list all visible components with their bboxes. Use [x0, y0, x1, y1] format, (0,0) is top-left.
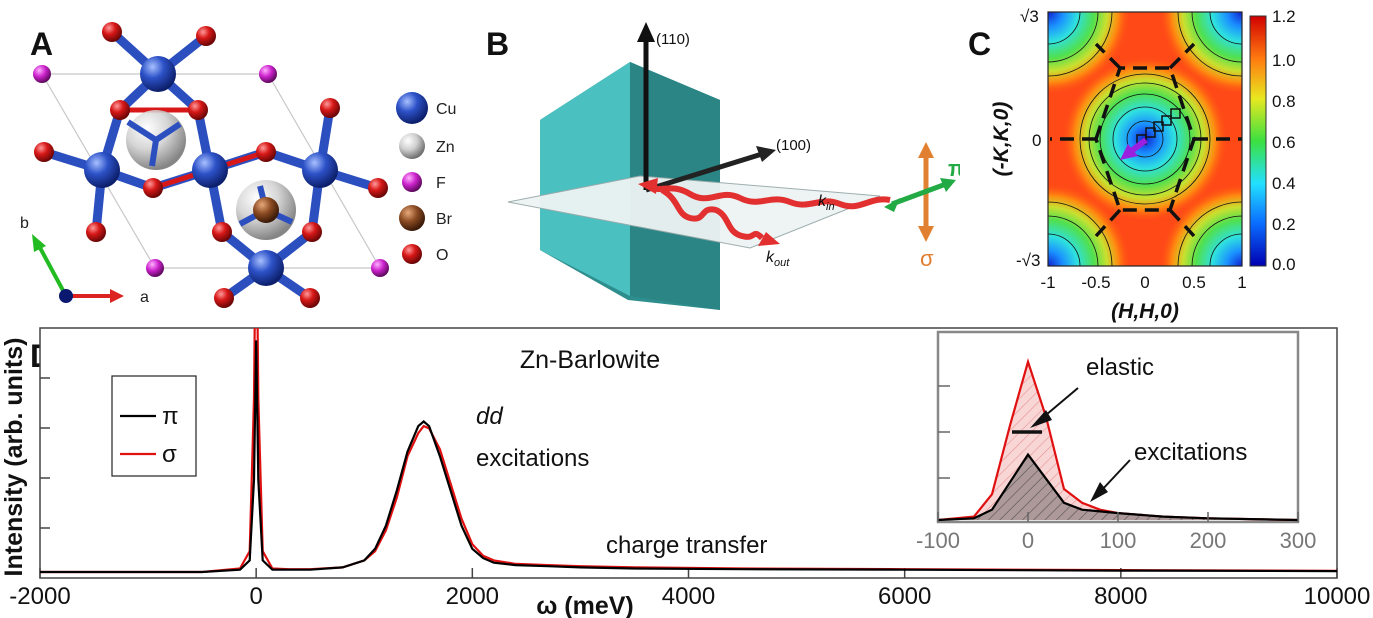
k-in-label: kin: [818, 193, 835, 213]
annotation-excitations: excitations: [476, 445, 589, 472]
svg-text:0: 0: [1032, 131, 1041, 150]
axis-a-label: a: [140, 289, 149, 306]
x-axis-label: ω (meV): [536, 592, 634, 618]
legend-zn: Zn: [436, 139, 455, 156]
b-axis-arrow: [36, 243, 68, 297]
svg-text:0.2: 0.2: [1272, 215, 1296, 234]
svg-text:0: 0: [1140, 273, 1149, 292]
direction-100-label: (100): [776, 137, 811, 154]
pi-label: π: [948, 156, 960, 181]
rixs-spectrum-chart: -2000 0 2000 4000 6000 8000 10000 Intensity (a…: [0, 327, 1370, 618]
inset-pi-hatch: [938, 454, 1298, 520]
svg-text:0.5: 0.5: [1182, 273, 1206, 292]
series-sigma-line: [40, 328, 1337, 574]
inset-x-tick-label: 200: [1190, 528, 1227, 553]
inset-x-tick-label: 300: [1280, 528, 1317, 553]
contour-xticks: -1 -0.5 0 0.5 1: [1040, 273, 1246, 292]
legend-f: F: [436, 175, 446, 192]
o-atoms: [34, 22, 388, 308]
legend-br: Br: [436, 211, 453, 228]
chart-title: Zn-Barlowite: [520, 346, 660, 374]
annotation-dd: dd: [476, 403, 503, 430]
svg-text:1.2: 1.2: [1272, 7, 1296, 26]
c-axis-dot: [59, 289, 73, 303]
k-out-label: kout: [766, 249, 790, 269]
x-ticks: -2000 0 2000 4000 6000 8000 10000: [9, 568, 1370, 610]
k-out-beam: [660, 187, 765, 241]
chart-legend: π σ: [111, 375, 197, 477]
scattering-geometry-figure: (110) (100) kin kout π σ: [507, 22, 960, 310]
y-ticks: [40, 377, 50, 529]
contour-yticks: √3 0 -√3: [1016, 7, 1041, 270]
colorbar-ticks: 1.2 1.0 0.8 0.6 0.4 0.2 0.0: [1272, 7, 1296, 274]
legend-cu: Cu: [436, 101, 456, 118]
svg-text:0.4: 0.4: [1272, 174, 1296, 193]
direction-100-arrow: [645, 151, 763, 193]
inset-chart: -100 0 100 200 300 elastic excitations: [916, 330, 1317, 553]
legend-pi: π: [162, 403, 179, 430]
svg-text:0.0: 0.0: [1272, 255, 1296, 274]
contour-xlabel: (H,H,0): [1111, 300, 1179, 323]
x-tick-label: -2000: [9, 583, 70, 610]
scattering-plane: [507, 175, 881, 249]
f-atoms: [33, 65, 389, 277]
contour-wells: [1048, 12, 1242, 266]
sigma-label: σ: [920, 246, 934, 271]
svg-text:√3: √3: [1020, 7, 1039, 26]
crystal-structure-figure: b a Cu Zn F Br O: [20, 22, 456, 308]
svg-text:0.6: 0.6: [1272, 133, 1296, 152]
contour-ylabel: (-K,K,0): [990, 102, 1013, 177]
element-legend: Cu Zn F Br O: [396, 92, 456, 264]
svg-text:1: 1: [1237, 273, 1246, 292]
annotation-charge-transfer: charge transfer: [606, 532, 767, 559]
x-tick-label: 0: [249, 583, 262, 610]
svg-text:-0.5: -0.5: [1081, 273, 1110, 292]
svg-text:0.8: 0.8: [1272, 92, 1296, 111]
br-atom: [253, 197, 279, 223]
series-lines: [40, 328, 1337, 574]
x-tick-label: 6000: [878, 583, 931, 610]
cu-atoms: [84, 56, 338, 286]
panel-label-a: A: [30, 26, 54, 62]
inset-label-elastic: elastic: [1086, 354, 1154, 381]
series-pi-line: [40, 340, 1337, 574]
legend-sigma: σ: [162, 441, 177, 468]
panel-label-b: B: [486, 26, 510, 62]
svg-text:1.0: 1.0: [1272, 51, 1296, 70]
pi-polarization-arrow: [891, 181, 947, 207]
x-tick-label: 4000: [662, 583, 715, 610]
contour-map-figure: 1.2 1.0 0.8 0.6 0.4 0.2 0.0 √3 0 -√3 -1 …: [990, 7, 1296, 323]
x-tick-label: 10000: [1304, 583, 1371, 610]
panel-label-c: C: [968, 26, 992, 62]
inset-x-tick-label: 0: [1022, 528, 1034, 553]
inset-pi-line: [938, 452, 1298, 522]
legend-o: O: [436, 247, 448, 264]
y-axis-label: Intensity (arb. units): [0, 338, 28, 577]
x-tick-label: 2000: [446, 583, 499, 610]
svg-text:-1: -1: [1040, 273, 1055, 292]
axis-b-label: b: [20, 215, 29, 232]
k-in-beam: [648, 183, 891, 210]
inset-x-tick-label: 100: [1100, 528, 1137, 553]
colorbar: [1249, 15, 1267, 267]
direction-110-label: (110): [656, 31, 690, 48]
inset-label-excitations: excitations: [1134, 439, 1247, 466]
svg-text:-√3: -√3: [1016, 251, 1040, 270]
x-tick-label: 8000: [1094, 583, 1147, 610]
inset-x-tick-label: -100: [916, 528, 960, 553]
